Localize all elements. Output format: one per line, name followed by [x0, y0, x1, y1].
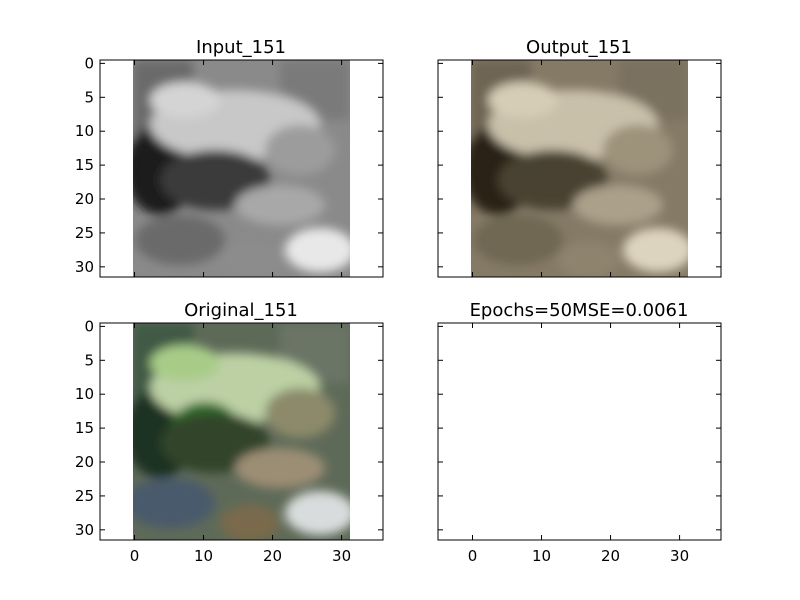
y-tick-label: 15	[75, 419, 94, 437]
axes-frame-input	[99, 59, 384, 278]
image-original	[133, 323, 350, 540]
image-input	[133, 60, 350, 277]
y-tick-label: 20	[75, 453, 94, 471]
axis-ticks-empty: 0 10 20 30	[438, 323, 721, 565]
x-tick-label: 0	[468, 547, 478, 565]
y-tick-label: 5	[84, 88, 94, 106]
y-tick-label: 20	[75, 190, 94, 208]
y-tick-label: 30	[75, 258, 94, 276]
image-output	[471, 60, 688, 277]
axis-ticks-input: 0 5 10 15 20 25 30	[75, 54, 383, 277]
y-tick-label: 25	[75, 224, 94, 242]
panel-original: Original_151 0 10 20 30 0 5 10 15 20 25 30	[75, 300, 384, 565]
y-tick-label: 0	[84, 317, 94, 335]
axes-frame-output	[437, 59, 722, 278]
panel-input: Input_151 0 5 10 15 20 25 30	[75, 37, 384, 278]
y-tick-label: 15	[75, 156, 94, 174]
y-tick-label: 10	[75, 122, 94, 140]
y-tick-label: 30	[75, 521, 94, 539]
x-tick-label: 30	[670, 547, 689, 565]
axis-ticks-output	[438, 60, 721, 277]
axes-frame-empty	[437, 322, 722, 541]
x-tick-label: 20	[601, 547, 620, 565]
axes-frame-original	[99, 322, 384, 541]
x-tick-label: 10	[194, 547, 213, 565]
y-tick-label: 25	[75, 487, 94, 505]
panel-empty: Epochs=50MSE=0.0061 0 10 20 30	[437, 300, 722, 565]
y-tick-label: 10	[75, 385, 94, 403]
y-tick-label: 5	[84, 351, 94, 369]
panel-output: Output_151	[437, 37, 722, 278]
panel-title-input: Input_151	[196, 37, 286, 58]
panel-title-original: Original_151	[184, 300, 298, 321]
panel-title-epochs: Epochs=50MSE=0.0061	[470, 300, 689, 321]
y-tick-label: 0	[84, 54, 94, 72]
x-tick-label: 30	[332, 547, 351, 565]
panel-title-output: Output_151	[526, 37, 632, 58]
x-tick-label: 20	[263, 547, 282, 565]
x-tick-label: 0	[130, 547, 140, 565]
x-tick-label: 10	[532, 547, 551, 565]
axis-ticks-original: 0 10 20 30 0 5 10 15 20 25 30	[75, 317, 383, 565]
